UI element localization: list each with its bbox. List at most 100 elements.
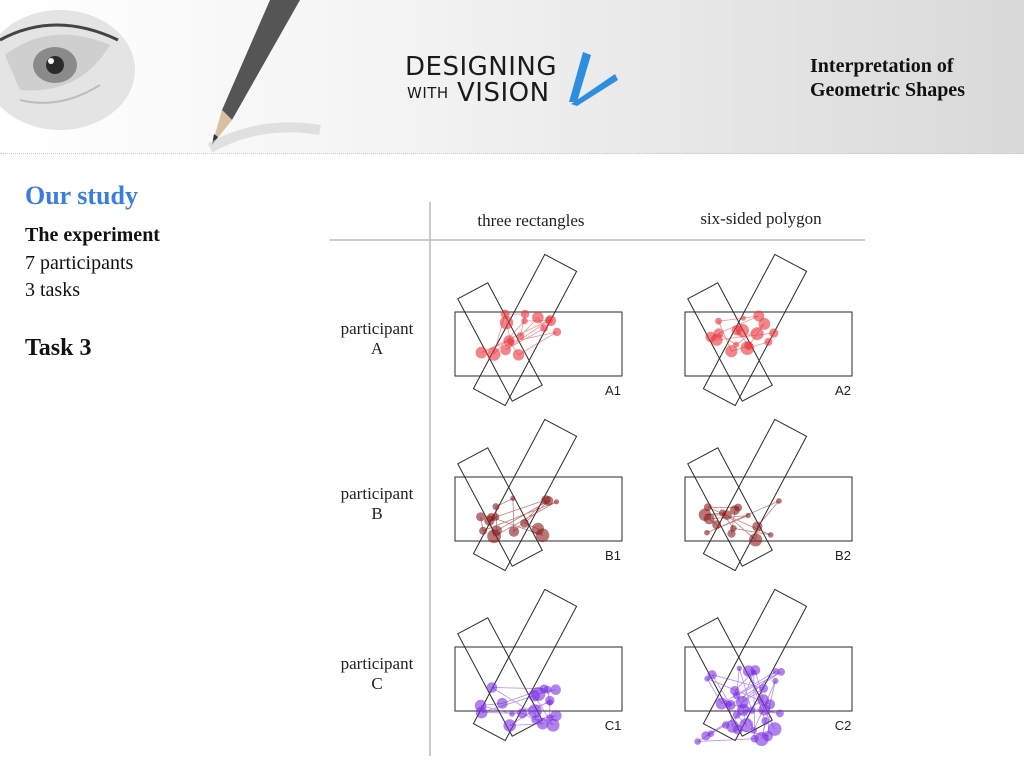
fixation-point <box>500 309 510 319</box>
fixation-point <box>727 529 736 538</box>
fixation-figure: three rectangles six-sided polygon parti… <box>330 202 865 756</box>
fixation-point <box>535 528 550 543</box>
fixation-point <box>517 708 528 719</box>
tilted-rectangle-left <box>457 282 543 402</box>
fixation-point <box>509 710 515 717</box>
fixation-point <box>707 670 717 680</box>
fixation-point <box>740 315 746 321</box>
fixation-point <box>703 503 712 512</box>
fixation-point <box>546 699 553 706</box>
fixation-point <box>745 512 751 519</box>
fixation-point <box>540 324 548 333</box>
row-label-a-top: participant <box>341 319 414 338</box>
fixation-point <box>712 520 722 530</box>
fixation-point <box>503 719 516 732</box>
fixation-point <box>740 341 755 355</box>
fixation-point <box>553 499 560 505</box>
fixation-point <box>761 717 770 725</box>
fixation-point <box>536 717 549 730</box>
fixation-point <box>772 677 779 684</box>
row-label-c-bottom: C <box>371 674 382 693</box>
fixation-point <box>748 707 756 714</box>
fixation-point <box>732 710 741 719</box>
row-label-b-bottom: B <box>371 504 382 523</box>
panel-label: C2 <box>835 718 852 733</box>
deck-title-line-2: Geometric Shapes <box>810 79 965 101</box>
fixation-point <box>496 697 508 709</box>
horizontal-rectangle <box>684 311 853 377</box>
fixation-point <box>769 328 779 338</box>
fixation-point <box>715 697 728 710</box>
fixation-point <box>704 529 710 536</box>
column-label-three-rectangles: three rectangles <box>477 211 584 230</box>
fixation-point <box>759 684 768 693</box>
tasks-line: 3 tasks <box>25 279 80 301</box>
logo-text-designing: DESIGNING <box>405 52 557 82</box>
panel-label: A2 <box>835 383 851 398</box>
fixation-point <box>705 331 717 343</box>
fixation-point <box>731 325 742 336</box>
fixation-point <box>730 505 740 516</box>
logo-mark-icon <box>569 52 618 106</box>
fixation-point <box>516 332 525 340</box>
tilted-rectangle-left <box>687 617 773 737</box>
section-heading: Our study <box>25 181 138 210</box>
fixation-point <box>736 695 749 709</box>
fixation-point <box>777 668 785 676</box>
panel-label: B2 <box>835 548 851 563</box>
fixation-point <box>521 317 528 325</box>
panel-b2: B2 <box>684 418 853 572</box>
figure-panels: A1 A2 B1 B2 C1 C2 <box>454 253 853 746</box>
tilted-rectangle-right <box>702 418 808 572</box>
fixation-point <box>508 526 520 537</box>
fixation-point <box>725 699 736 711</box>
fixation-point <box>543 496 554 506</box>
fixation-point <box>765 699 776 710</box>
panel-label: B1 <box>605 548 621 563</box>
fixation-point <box>772 668 779 675</box>
tilted-rectangle-left <box>687 282 773 402</box>
fixation-point <box>475 346 488 359</box>
fixation-point <box>476 512 486 522</box>
fixation-point <box>503 335 515 347</box>
fixation-point <box>532 311 544 324</box>
horizontal-rectangle <box>454 476 623 542</box>
fixation-point <box>750 669 757 676</box>
scanpath-line <box>710 315 775 352</box>
fixation-point <box>733 341 740 348</box>
fixation-point <box>552 327 562 337</box>
row-label-c-top: participant <box>341 654 414 673</box>
fixation-point <box>718 509 727 517</box>
deck-title: Interpretation of Geometric Shapes <box>810 54 965 102</box>
fixation-point <box>725 345 738 358</box>
fixation-point <box>762 731 773 742</box>
tilted-rectangle-right <box>472 418 578 572</box>
fixation-point <box>732 724 743 735</box>
fixation-point <box>486 682 498 693</box>
fixation-point <box>487 513 496 522</box>
fixation-point <box>750 327 764 341</box>
fixation-point <box>528 704 542 718</box>
fixation-point <box>704 675 711 682</box>
fixation-point <box>510 495 516 501</box>
fixation-point <box>707 730 715 737</box>
scanpath-line <box>704 500 780 541</box>
fixation-point <box>512 349 525 361</box>
horizontal-rectangle <box>684 476 853 542</box>
fixation-point <box>520 519 529 528</box>
experiment-subheading: The experiment <box>25 224 160 246</box>
fixation-point <box>543 685 552 694</box>
fixation-point <box>715 317 722 325</box>
fixation-point <box>752 521 763 532</box>
panel-a2: A2 <box>684 253 853 407</box>
fixation-point <box>492 503 500 511</box>
fixation-point <box>491 525 502 536</box>
fixation-point <box>758 318 771 330</box>
fixation-point <box>750 727 758 734</box>
fixation-point <box>776 709 784 718</box>
task-heading: Task 3 <box>25 335 92 361</box>
participants-line: 7 participants <box>25 252 134 274</box>
panel-a1: A1 <box>454 253 623 407</box>
fixation-point <box>767 532 774 538</box>
tilted-rectangle-right <box>472 253 578 407</box>
